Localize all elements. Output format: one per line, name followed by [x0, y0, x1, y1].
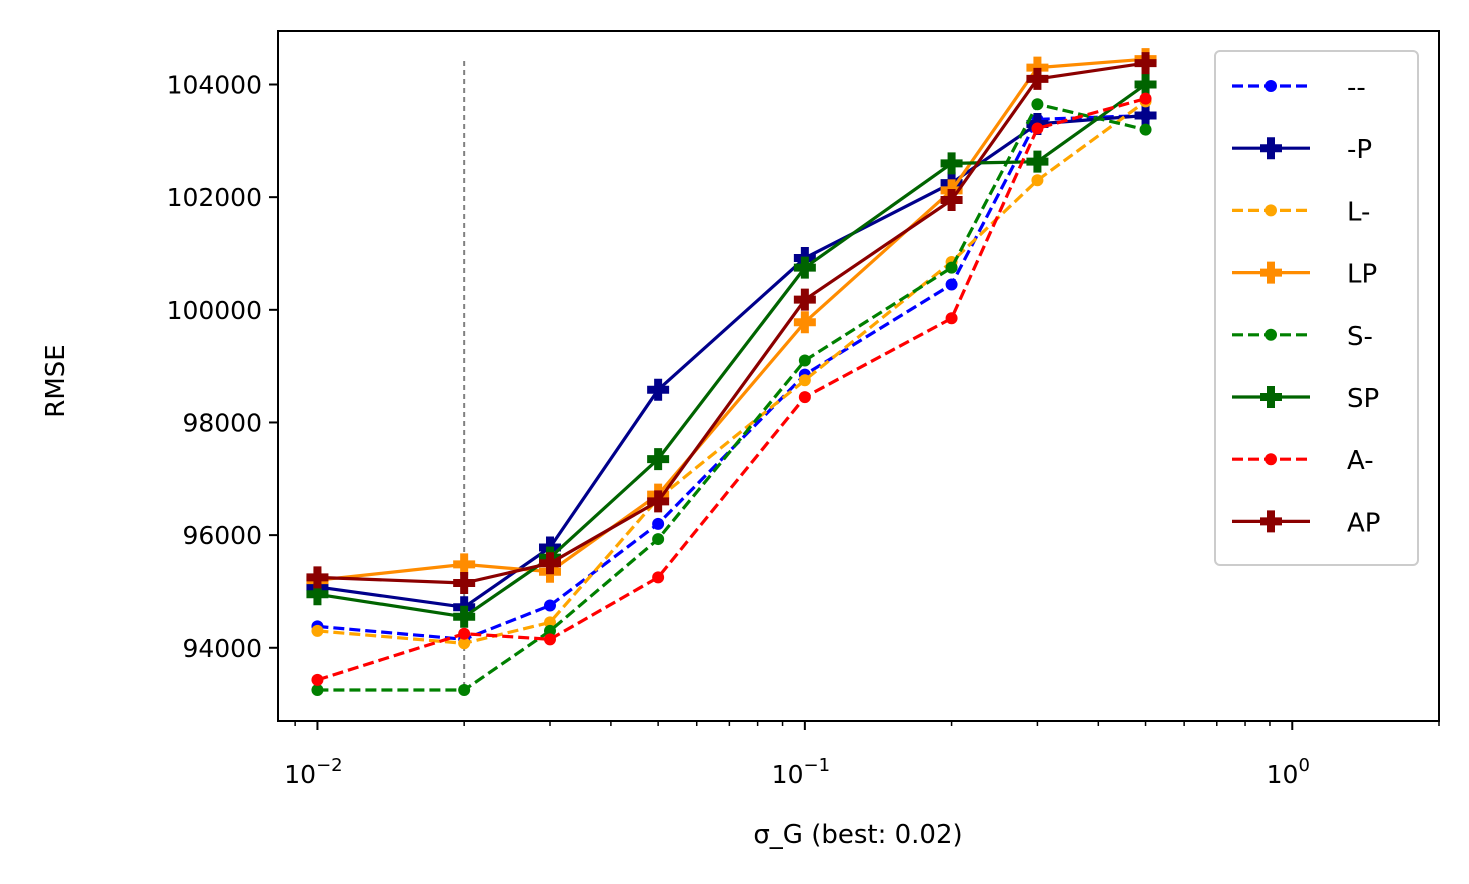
data-point — [1031, 122, 1044, 135]
data-point — [311, 673, 324, 686]
data-point — [798, 354, 811, 367]
data-point — [945, 312, 958, 325]
y-tick-label: 96000 — [182, 521, 262, 550]
legend-label: SP — [1347, 384, 1379, 414]
legend-marker — [1265, 204, 1277, 217]
legend-entry: LP — [1232, 260, 1377, 290]
y-tick-label: 94000 — [182, 634, 262, 663]
data-point — [940, 188, 963, 211]
series-layer — [306, 48, 1157, 697]
legend: -- -P L- LP S- SP A- AP — [1214, 50, 1419, 566]
data-point — [945, 261, 958, 274]
legend-label: -- — [1347, 73, 1366, 103]
data-point — [945, 278, 958, 291]
data-point — [1139, 92, 1152, 105]
data-point — [458, 627, 471, 640]
data-point — [647, 378, 670, 401]
series-8 — [306, 52, 1157, 594]
legend-label: S- — [1347, 322, 1373, 352]
data-point — [543, 633, 556, 646]
data-point — [1134, 52, 1157, 75]
data-point — [1139, 123, 1152, 136]
x-axis-label: σ_G (best: 0.02) — [753, 820, 962, 850]
series-7 — [311, 92, 1152, 686]
data-point — [798, 374, 811, 387]
data-point — [311, 684, 324, 697]
data-point — [1031, 98, 1044, 111]
data-point — [793, 288, 816, 311]
data-point — [940, 152, 963, 175]
data-point — [1026, 56, 1049, 79]
data-point — [652, 517, 665, 530]
legend-marker — [1260, 386, 1282, 408]
series-line — [317, 102, 1146, 692]
legend-entry: SP — [1232, 384, 1379, 414]
series-line — [317, 57, 1146, 582]
data-point — [543, 599, 556, 612]
y-tick-label: 98000 — [182, 408, 262, 437]
legend-label: -P — [1347, 135, 1372, 165]
data-point — [1026, 67, 1049, 90]
data-point — [647, 448, 670, 471]
legend-entry: S- — [1232, 322, 1373, 352]
data-point — [453, 605, 476, 628]
data-point — [647, 490, 670, 513]
series-line — [316, 97, 1146, 682]
legend-marker — [1260, 137, 1282, 160]
data-point — [1134, 73, 1157, 96]
data-point — [453, 572, 476, 594]
y-axis: 94000 96000 98000 100000 102000 104000 — [167, 71, 278, 663]
legend-entry: AP — [1232, 508, 1380, 538]
legend-marker — [1265, 80, 1277, 92]
legend-entry: L- — [1232, 197, 1370, 227]
data-point — [543, 624, 556, 637]
legend-label: LP — [1347, 260, 1377, 290]
legend-marker — [1265, 453, 1277, 466]
data-point — [793, 256, 816, 279]
legend-marker — [1260, 261, 1282, 284]
y-tick-label: 104000 — [167, 71, 262, 100]
legend-marker — [1265, 328, 1277, 341]
legend-entry: -P — [1232, 135, 1372, 165]
y-tick-label: 100000 — [167, 296, 262, 325]
data-point — [453, 553, 476, 576]
data-point — [1134, 104, 1157, 127]
data-point — [306, 566, 329, 589]
legend-label: A- — [1347, 446, 1374, 476]
data-point — [1026, 150, 1049, 173]
data-point — [652, 533, 665, 546]
data-point — [538, 552, 561, 575]
data-point — [652, 571, 665, 584]
data-point — [458, 637, 471, 650]
data-point — [311, 624, 324, 637]
data-point — [458, 684, 471, 697]
series-line — [317, 61, 1146, 585]
data-point — [793, 311, 816, 334]
data-point — [1031, 174, 1044, 187]
legend-entry: -- — [1232, 73, 1366, 103]
series-5 — [311, 98, 1152, 697]
legend-label: AP — [1347, 508, 1380, 538]
series-line — [317, 100, 1147, 645]
plot-frame — [277, 30, 1440, 722]
data-point — [306, 583, 329, 606]
legend-box — [1214, 50, 1419, 566]
data-point — [543, 616, 556, 629]
y-tick-label: 102000 — [167, 183, 262, 212]
y-axis-label: RMSE — [41, 344, 71, 417]
legend-entry: A- — [1232, 446, 1374, 476]
legend-label: L- — [1347, 197, 1370, 227]
data-point — [798, 391, 811, 404]
legend-marker — [1260, 510, 1282, 533]
